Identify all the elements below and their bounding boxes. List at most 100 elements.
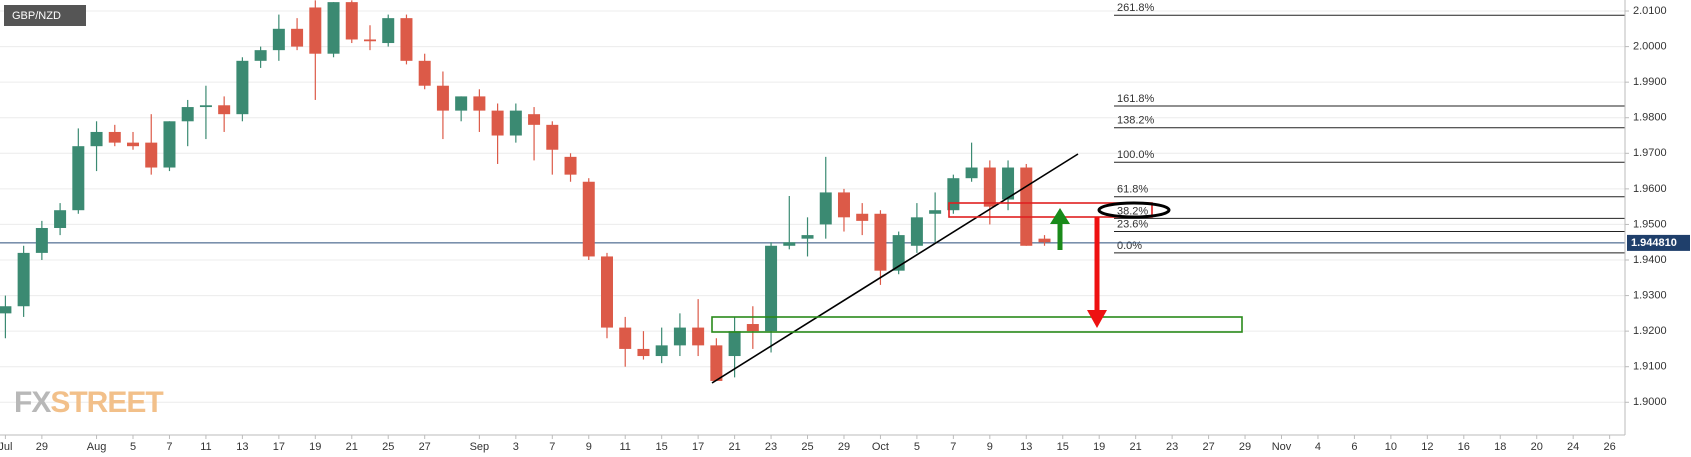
x-tick-label: 9 (987, 441, 993, 453)
candle-body (837, 192, 850, 218)
fib-label: 100.0% (1117, 149, 1155, 161)
x-tick-label: 7 (950, 441, 956, 453)
grid (0, 10, 1625, 403)
fib-label: 0.0% (1117, 240, 1142, 252)
candle-body (145, 142, 158, 168)
candle-body (455, 96, 468, 111)
candle-body (983, 167, 996, 207)
candle-body (345, 2, 358, 40)
watermark-prefix: FX (14, 386, 51, 419)
candle-body (436, 85, 449, 111)
candle-body (199, 105, 212, 108)
y-tick-label: 1.9600 (1633, 183, 1667, 195)
candle-body (72, 146, 85, 211)
y-tick-label: 1.9200 (1633, 325, 1667, 337)
x-tick-label: 3 (513, 441, 519, 453)
y-tick-label: 1.9400 (1633, 254, 1667, 266)
candle-body (783, 242, 796, 246)
candle-body (400, 18, 413, 61)
x-tick-label: 17 (273, 441, 285, 453)
x-tick-label: 29 (838, 441, 850, 453)
candle-body (546, 124, 559, 150)
x-tick-label: 10 (1385, 441, 1397, 453)
annotations (711, 153, 1243, 384)
candle-body (309, 7, 322, 54)
candle-body (473, 96, 486, 111)
x-tick-label: 13 (1020, 441, 1032, 453)
y-tick-label: 1.9700 (1633, 147, 1667, 159)
candle-body (382, 18, 395, 44)
current-price-label: 1.944810 (1631, 237, 1677, 249)
y-tick-label: 1.9500 (1633, 218, 1667, 230)
candle-body (765, 245, 778, 332)
plot-background (0, 0, 1625, 435)
x-tick-label: 12 (1421, 441, 1433, 453)
x-tick-label: 5 (914, 441, 920, 453)
candle-body (181, 107, 194, 122)
current-price-box (1627, 234, 1690, 251)
watermark: FXSTREET (14, 386, 163, 419)
x-tick-label: 23 (1166, 441, 1178, 453)
x-tick-label: Oct (872, 441, 889, 453)
x-tick-label: 24 (1567, 441, 1579, 453)
x-tick-label: 7 (549, 441, 555, 453)
fib-levels: 261.8% 161.8% 138.2% 100.0% 61.8% 38.2%23.6% 0… (0, 2, 1625, 254)
fib-label: 23.6% (1117, 218, 1148, 230)
candle-body (728, 331, 741, 357)
candle-body (54, 210, 67, 228)
candle-body (291, 28, 304, 47)
candle-body (892, 235, 905, 271)
x-tick-label: 13 (236, 441, 248, 453)
x-tick-label: 18 (1494, 441, 1506, 453)
x-tick-label: 7 (166, 441, 172, 453)
watermark-suffix: STREET (50, 386, 163, 419)
candle-body (327, 2, 340, 54)
x-tick-label: 15 (1057, 441, 1069, 453)
candle-body (272, 28, 285, 51)
candle-body (929, 210, 942, 214)
x-tick-label: 15 (656, 441, 668, 453)
candle-body (418, 60, 431, 86)
x-tick-label: 23 (765, 441, 777, 453)
candles (0, 0, 1051, 381)
candle-body (746, 324, 759, 332)
y-tick-label: 1.9300 (1633, 289, 1667, 301)
up-arrow-head (1050, 208, 1070, 224)
resistance-zone (948, 202, 1153, 218)
x-tick-label: 27 (419, 441, 431, 453)
y-tick-label: 2.0000 (1633, 41, 1667, 53)
y-tick-label: 1.9900 (1633, 76, 1667, 88)
y-tick-label: 1.9000 (1633, 396, 1667, 408)
candle-body (1038, 238, 1051, 243)
x-tick-label: 20 (1531, 441, 1543, 453)
x-tick-label: 25 (382, 441, 394, 453)
x-tick-label: 29 (36, 441, 48, 453)
target-zone (711, 316, 1243, 333)
candle-body (0, 306, 12, 314)
candle-body (619, 327, 632, 349)
candle-body (17, 252, 30, 307)
candle-body (236, 60, 249, 115)
x-tick-label: 11 (620, 441, 631, 453)
x-tick-label: 6 (1351, 441, 1357, 453)
y-tick-label: 1.9100 (1633, 361, 1667, 373)
candle-body (965, 167, 978, 179)
candle-body (564, 156, 577, 175)
candle-body (127, 142, 140, 147)
candle-body (254, 50, 267, 61)
symbol-label: GBP/NZD (12, 10, 61, 22)
x-tick-label: 21 (728, 441, 740, 453)
y-tick-label: 1.9800 (1633, 112, 1667, 124)
x-tick-label: 11 (200, 441, 211, 453)
trend-line (711, 153, 1079, 384)
candle-body (600, 256, 613, 328)
x-tick-label: 21 (1130, 441, 1142, 453)
x-tick-label: Sep (470, 441, 490, 453)
candle-body (35, 227, 48, 253)
x-tick-label: 4 (1315, 441, 1321, 453)
candle-body (692, 327, 705, 346)
x-tick-label: 16 (1458, 441, 1470, 453)
